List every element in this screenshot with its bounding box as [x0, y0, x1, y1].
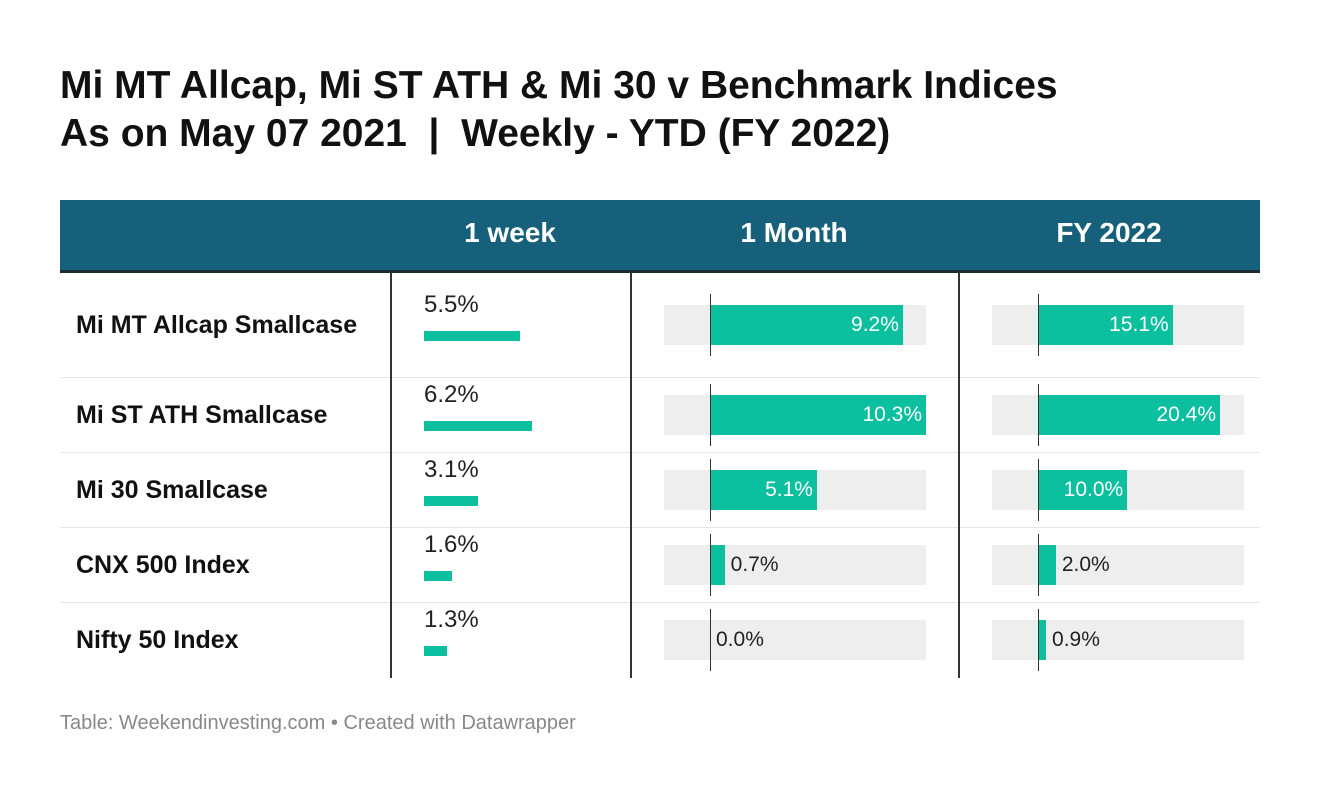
column-separator-1 — [390, 273, 392, 678]
fy-zero-line — [1038, 534, 1039, 596]
week-value: 3.1% — [424, 456, 479, 483]
column-header-1-month: 1 Month — [740, 217, 848, 248]
month-bar — [710, 395, 926, 435]
footer: Table: Weekendinvesting.com • Created wi… — [60, 712, 576, 735]
month-bar-track: 5.1% — [664, 459, 926, 521]
fy-zero-line — [1038, 609, 1039, 671]
table-row: Mi ST ATH Smallcase 6.2% 10.3% 20.4% — [60, 378, 1260, 453]
fy-bar-track: 20.4% — [992, 384, 1244, 446]
month-bar-track: 0.7% — [664, 534, 926, 596]
chart-title-line-2: As on May 07 2021 | Weekly - YTD (FY 202… — [60, 112, 891, 155]
week-bar — [424, 646, 447, 656]
table-row: Mi 30 Smallcase 3.1% 5.1% 10.0% — [60, 453, 1260, 528]
row-label: Nifty 50 Index — [76, 626, 239, 654]
fy-bar-track: 15.1% — [992, 294, 1244, 356]
month-zero-line — [710, 294, 711, 356]
row-label: Mi ST ATH Smallcase — [76, 401, 328, 429]
week-value: 6.2% — [424, 381, 479, 408]
month-value: 0.7% — [730, 553, 779, 576]
table-row: CNX 500 Index 1.6% 0.7% 2.0% — [60, 528, 1260, 603]
week-bar — [424, 496, 478, 506]
fy-zero-line — [1038, 384, 1039, 446]
fy-value: 15.1% — [1109, 313, 1169, 336]
month-zero-line — [710, 534, 711, 596]
fy-bar — [1038, 470, 1128, 510]
month-bar-track: 10.3% — [664, 384, 926, 446]
month-bar-track: 0.0% — [664, 609, 926, 671]
week-bar — [424, 331, 520, 341]
fy-value: 10.0% — [1063, 478, 1124, 501]
footer-source: Table: Weekendinvesting.com — [60, 712, 326, 734]
table-body: Mi MT Allcap Smallcase 5.5% 9.2% 15.1% Mi ST… — [60, 273, 1260, 677]
fy-zero-line — [1038, 294, 1039, 356]
row-label: Mi 30 Smallcase — [76, 476, 268, 504]
month-value: 5.1% — [765, 478, 813, 501]
chart-title: Mi MT Allcap, Mi ST ATH & Mi 30 v Benchm… — [60, 62, 1260, 158]
month-zero-line — [710, 609, 711, 671]
table-header: 1 week 1 Month FY 2022 — [60, 200, 1260, 273]
month-zero-line — [710, 459, 711, 521]
column-separator-3 — [958, 273, 960, 678]
month-bar-track: 9.2% — [664, 294, 926, 356]
fy-value: 20.4% — [1156, 403, 1216, 426]
month-bar — [710, 470, 817, 510]
column-separator-2 — [630, 273, 632, 678]
fy-value: 0.9% — [1052, 628, 1100, 651]
fy-bar-track: 10.0% — [992, 459, 1244, 521]
fy-bar — [1038, 395, 1220, 435]
week-value: 1.3% — [424, 606, 479, 633]
row-label: Mi MT Allcap Smallcase — [76, 311, 358, 339]
column-header-1-week: 1 week — [464, 217, 556, 248]
row-label: CNX 500 Index — [76, 551, 250, 579]
footer-credit: Created with Datawrapper — [343, 712, 576, 734]
week-value: 5.5% — [424, 291, 479, 318]
chart-title-line-1: Mi MT Allcap, Mi ST ATH & Mi 30 v Benchm… — [60, 64, 1058, 107]
fy-bar — [1038, 545, 1056, 585]
fy-bar — [1038, 620, 1047, 660]
week-value: 1.6% — [424, 531, 479, 558]
week-bar — [424, 421, 532, 431]
month-bar — [710, 305, 903, 345]
month-value: 10.3% — [862, 403, 922, 426]
month-bar — [710, 545, 725, 585]
data-table: 1 week 1 Month FY 2022 Mi MT Allcap Smal… — [60, 200, 1260, 678]
column-header-fy-2022: FY 2022 — [1056, 217, 1162, 248]
month-zero-line — [710, 384, 711, 446]
table-row: Mi MT Allcap Smallcase 5.5% 9.2% 15.1% — [60, 273, 1260, 378]
month-value: 9.2% — [851, 313, 899, 336]
table-row: Nifty 50 Index 1.3% 0.0% 0.9% — [60, 603, 1260, 677]
fy-bar — [1038, 305, 1173, 345]
month-value: 0.0% — [716, 628, 764, 651]
week-bar — [424, 571, 452, 581]
fy-bar-track: 2.0% — [992, 534, 1244, 596]
fy-value: 2.0% — [1061, 553, 1110, 576]
fy-bar-track: 0.9% — [992, 609, 1244, 671]
footer-separator: • — [330, 712, 338, 734]
fy-zero-line — [1038, 459, 1039, 521]
